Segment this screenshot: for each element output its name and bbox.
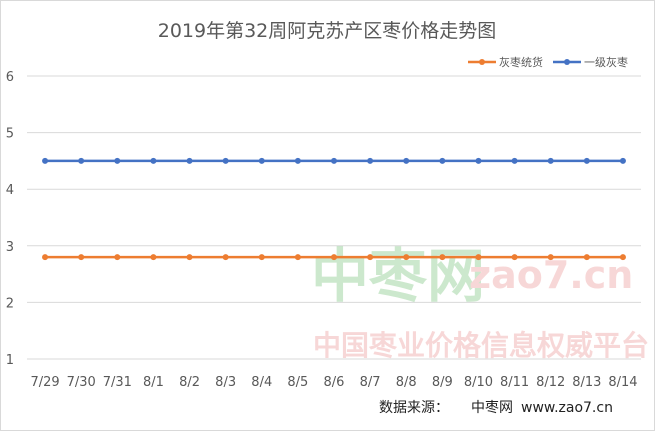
legend-label: 一级灰枣 xyxy=(584,55,628,69)
gridlines xyxy=(27,75,641,360)
source-note: 数据来源： 中枣网 www.zao7.cn xyxy=(379,400,613,416)
x-tick-label: 8/4 xyxy=(251,375,272,390)
data-point xyxy=(475,157,482,164)
data-point xyxy=(511,254,518,261)
data-point xyxy=(258,254,265,261)
x-tick-label: 8/11 xyxy=(500,375,529,390)
data-point xyxy=(619,254,626,261)
data-point xyxy=(222,157,229,164)
data-point xyxy=(547,254,554,261)
x-tick-label: 8/3 xyxy=(215,375,236,390)
legend-label: 灰枣统货 xyxy=(499,55,543,69)
x-tick-label: 8/12 xyxy=(536,375,565,390)
data-point xyxy=(42,157,49,164)
data-point xyxy=(42,254,49,261)
x-tick-label: 8/8 xyxy=(396,375,417,390)
y-axis-tick-labels: 1 2 3 4 5 6 xyxy=(6,70,14,368)
data-point xyxy=(475,254,482,261)
legend-item-series-2: 一级灰枣 xyxy=(553,55,628,69)
x-tick-label: 7/31 xyxy=(103,375,132,390)
series-2 xyxy=(42,157,626,164)
data-point xyxy=(114,157,121,164)
watermark: 中枣网 zao7.cn 中国枣业价格信息权威平台 xyxy=(311,242,649,362)
data-point xyxy=(439,157,446,164)
data-point xyxy=(150,254,157,261)
legend-swatch-marker xyxy=(564,59,570,65)
source-name: 中枣网 xyxy=(471,400,513,416)
x-tick-label: 8/9 xyxy=(432,375,453,390)
chart-title: 2019年第32周阿克苏产区枣价格走势图 xyxy=(158,20,497,42)
x-tick-label: 8/2 xyxy=(179,375,200,390)
x-tick-label: 8/13 xyxy=(572,375,601,390)
y-tick-label: 1 xyxy=(6,353,14,368)
series-layer xyxy=(42,157,626,261)
legend-swatch-marker xyxy=(479,59,485,65)
data-point xyxy=(294,157,301,164)
y-tick-label: 5 xyxy=(6,127,14,142)
x-tick-label: 7/29 xyxy=(30,375,59,390)
y-tick-label: 4 xyxy=(6,183,14,198)
x-tick-label: 8/6 xyxy=(324,375,345,390)
source-url: www.zao7.cn xyxy=(521,400,613,416)
data-point xyxy=(331,157,337,164)
data-point xyxy=(78,254,85,261)
y-tick-label: 3 xyxy=(6,240,14,255)
x-tick-label: 8/10 xyxy=(464,375,493,390)
source-label: 数据来源： xyxy=(379,400,449,416)
x-tick-label: 8/5 xyxy=(287,375,308,390)
data-point xyxy=(367,254,374,261)
data-point xyxy=(583,254,590,261)
series-1 xyxy=(42,254,626,261)
y-tick-label: 6 xyxy=(6,70,14,85)
data-point xyxy=(150,157,157,164)
y-tick-label: 2 xyxy=(6,296,14,311)
data-point xyxy=(403,254,410,261)
data-point xyxy=(294,254,301,261)
legend-item-series-1: 灰枣统货 xyxy=(468,55,543,69)
data-point xyxy=(583,157,590,164)
data-point xyxy=(331,254,337,261)
data-point xyxy=(186,157,193,164)
legend: 灰枣统货 一级灰枣 xyxy=(468,55,628,69)
watermark-slogan: 中国枣业价格信息权威平台 xyxy=(313,329,649,362)
data-point xyxy=(547,157,554,164)
data-point xyxy=(78,157,85,164)
data-point xyxy=(186,254,193,261)
x-tick-label: 8/7 xyxy=(360,375,381,390)
data-point xyxy=(403,157,410,164)
x-tick-label: 8/1 xyxy=(143,375,164,390)
data-point xyxy=(511,157,518,164)
data-point xyxy=(258,157,265,164)
x-axis-tick-labels: 7/29 7/30 7/31 8/1 8/2 8/3 8/4 8/5 8/6 8/7 8/8 8/9 8… xyxy=(30,375,637,390)
data-point xyxy=(114,254,121,261)
data-point xyxy=(367,157,374,164)
data-point xyxy=(222,254,229,261)
x-tick-label: 7/30 xyxy=(67,375,96,390)
watermark-logo-text: 中枣网 xyxy=(311,242,485,310)
watermark-domain: zao7.cn xyxy=(469,253,633,297)
data-point xyxy=(619,157,626,164)
data-point xyxy=(439,254,446,261)
x-tick-label: 8/14 xyxy=(608,375,637,390)
